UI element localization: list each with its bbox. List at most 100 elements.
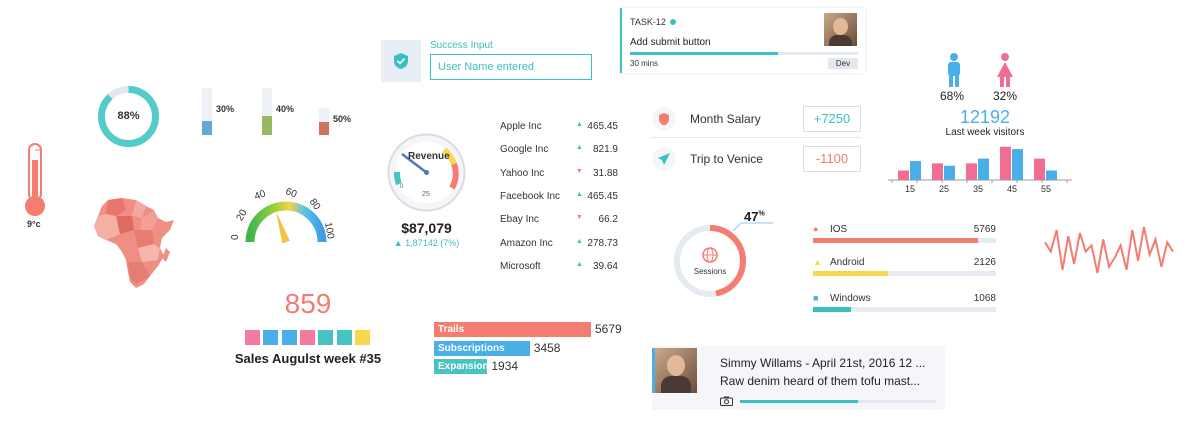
- up-arrow-icon: ▲: [576, 237, 583, 245]
- x-tick-label: 25: [939, 184, 949, 194]
- visitor-caption: Last week visitors: [945, 127, 1025, 138]
- revenue-gauge: Revenue 0 25: [387, 133, 466, 212]
- mini-bar-3-label: 50%: [333, 114, 352, 124]
- male-icon: [948, 53, 960, 87]
- task-progress-fill: [630, 52, 779, 55]
- stock-value: 465.45: [587, 121, 618, 132]
- task-tag: Dev: [828, 58, 858, 69]
- android-icon: ▲: [813, 257, 822, 267]
- stock-row: Microsoft ▲ 39.64: [500, 261, 618, 277]
- sales-square: [263, 330, 279, 345]
- sales-square: [336, 330, 352, 345]
- shield-icon: [652, 107, 676, 131]
- task-duration: 30 mins: [630, 59, 659, 68]
- sales-square: [318, 330, 334, 345]
- sessions-arc: [674, 225, 746, 297]
- message-progress-fill: [740, 400, 858, 403]
- subscriptions-value: 3458: [533, 341, 561, 355]
- task-card[interactable]: TASK-12 Add submit button 30 mins Dev: [620, 8, 865, 73]
- finance-row-salary[interactable]: Month Salary +7250: [650, 102, 862, 136]
- revenue-change: ▲ 1,87142 (7%): [393, 238, 460, 248]
- message-pointer: [709, 360, 716, 372]
- success-icon-box: [381, 40, 421, 82]
- trails-value: 5679: [595, 322, 622, 336]
- task-status-dot: [670, 19, 676, 25]
- stock-value: 278.73: [587, 237, 618, 249]
- task-id: TASK-12: [630, 17, 666, 27]
- os-label-android: Android: [830, 257, 865, 268]
- visitor-bar: [966, 163, 977, 180]
- stock-name: Ebay Inc: [500, 214, 539, 226]
- visitor-bar: [1034, 158, 1045, 180]
- down-arrow-icon: ▼: [576, 214, 583, 222]
- stock-row: Ebay Inc ▼ 66.2: [500, 214, 618, 230]
- visitor-count: 12192: [959, 107, 1011, 127]
- stock-name: Yahoo Inc: [500, 167, 545, 179]
- speed-tick-0: 0: [230, 234, 241, 240]
- female-percentage: 32%: [993, 89, 1018, 103]
- visitor-bar: [910, 161, 921, 180]
- message-avatar: [652, 348, 697, 393]
- x-tick-label: 45: [1007, 184, 1017, 194]
- message-title: Simmy Willams - April 21st, 2016 12 ...: [720, 356, 926, 370]
- mini-bar-3: [319, 108, 329, 135]
- expansions-bar: Expansions: [434, 359, 494, 374]
- up-arrow-icon: ▲: [576, 190, 583, 198]
- task-title: Add submit button: [630, 37, 711, 48]
- stock-row: Facebook Inc ▲ 465.45: [500, 191, 618, 207]
- mini-bar-1: [202, 88, 212, 135]
- down-arrow-icon: ▼: [576, 167, 583, 175]
- stock-name: Facebook Inc: [500, 190, 561, 202]
- revenue-gauge-low: 0: [400, 184, 404, 190]
- visitor-bar: [898, 170, 909, 180]
- finance-label-trip: Trip to Venice: [690, 152, 763, 166]
- x-tick-label: 55: [1041, 184, 1051, 194]
- visitor-bar: [1000, 146, 1011, 180]
- revenue-gauge-title: Revenue: [408, 151, 450, 162]
- sales-square: [354, 330, 370, 345]
- message-card[interactable]: Simmy Willams - April 21st, 2016 12 ... …: [652, 346, 945, 410]
- thermometer-label: 9°c: [27, 219, 41, 229]
- stock-value: 821.9: [592, 144, 618, 156]
- success-input-field[interactable]: User Name entered: [430, 54, 592, 80]
- africa-map: [94, 198, 174, 288]
- male-percentage: 68%: [940, 89, 965, 103]
- speed-tick-60: 60: [284, 186, 299, 200]
- os-fill-ios: [813, 238, 978, 243]
- finance-row-trip[interactable]: Trip to Venice -1100: [650, 142, 862, 176]
- mini-bar-2: [262, 88, 272, 135]
- os-label-windows: Windows: [830, 293, 871, 304]
- speed-tick-100: 100: [322, 221, 336, 240]
- visitor-bar: [978, 158, 989, 180]
- sparkline-line: [1044, 226, 1174, 274]
- message-body: Raw denim heard of them tofu mast...: [720, 374, 921, 388]
- task-progress-track: [630, 52, 858, 55]
- os-row-ios: ● IOS 5769: [813, 224, 996, 248]
- sales-square: [281, 330, 297, 345]
- finance-value-trip: -1100: [803, 146, 861, 172]
- os-count-ios: 5769: [973, 224, 996, 235]
- speed-tick-20: 20: [235, 207, 250, 223]
- female-icon: [997, 53, 1013, 87]
- donut-value: 88%: [117, 110, 140, 122]
- success-input-group: Success Input User Name entered: [381, 40, 594, 82]
- plane-icon: [652, 147, 676, 171]
- sales-square: [299, 330, 315, 345]
- sessions-pointer: [733, 222, 773, 232]
- finance-label-salary: Month Salary: [690, 112, 761, 126]
- stock-row: Apple Inc ▲ 465.45: [500, 121, 618, 137]
- x-tick-label: 35: [973, 184, 983, 194]
- os-fill-android: [813, 271, 889, 276]
- camera-icon[interactable]: [720, 396, 733, 406]
- percentage-donut: [98, 86, 159, 147]
- task-avatar: [824, 13, 857, 46]
- up-arrow-icon: ▲: [576, 260, 583, 268]
- os-row-windows: ■ Windows 1068: [813, 293, 996, 317]
- visitor-bar: [1012, 149, 1023, 180]
- success-input-label: Success Input: [430, 40, 493, 51]
- finance-divider: [650, 137, 862, 138]
- speedometer-needle: [276, 211, 290, 244]
- thermometer-icon: [25, 143, 45, 216]
- stock-value: 39.64: [592, 260, 618, 272]
- visitor-bar: [944, 165, 955, 180]
